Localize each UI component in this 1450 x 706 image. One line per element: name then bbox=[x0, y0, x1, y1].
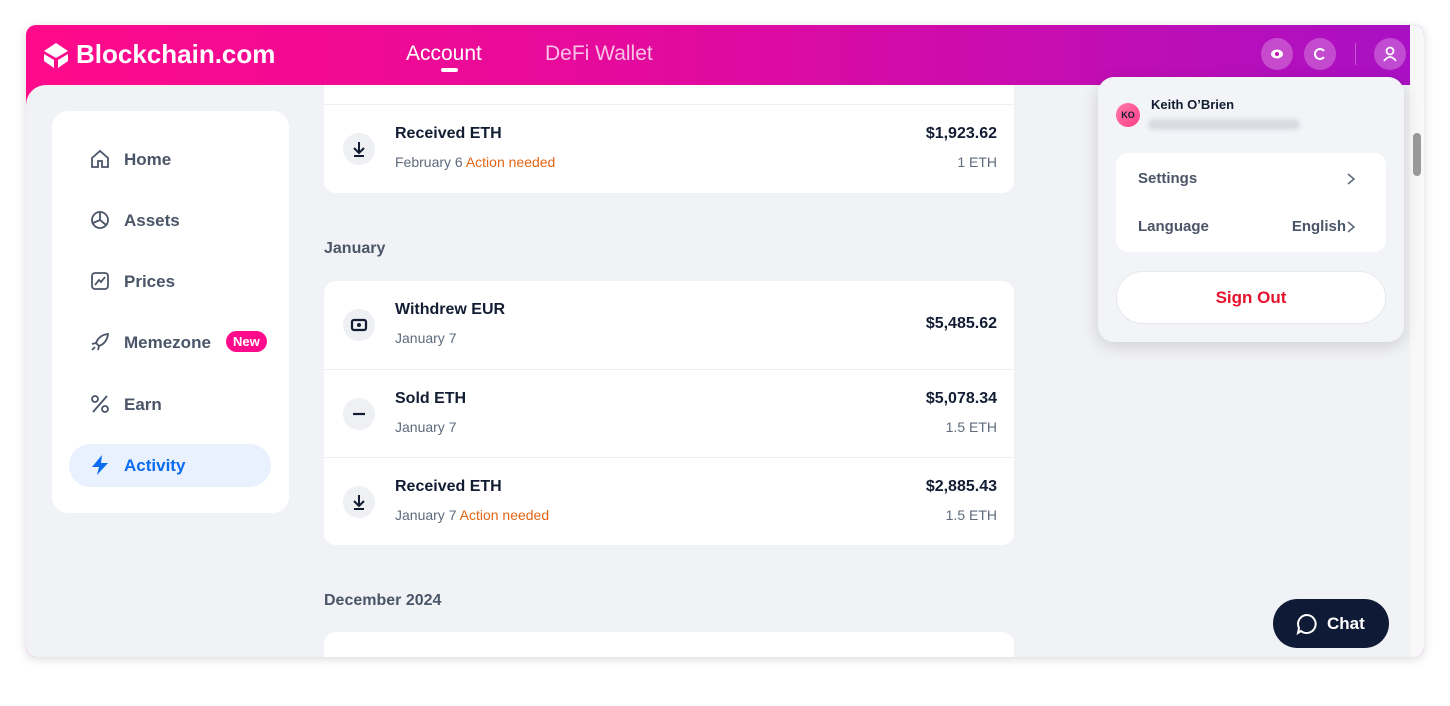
tab[interactable]: DeFi Wallet bbox=[545, 42, 653, 65]
nav-item[interactable]: Prices bbox=[69, 260, 271, 303]
menu-value: English bbox=[1291, 218, 1346, 235]
row-date: January 7 bbox=[395, 330, 457, 346]
earn-icon bbox=[91, 395, 109, 413]
nav-item[interactable]: Home bbox=[69, 138, 271, 181]
user-button[interactable] bbox=[1374, 38, 1406, 70]
badge: New bbox=[226, 331, 267, 352]
icon bbox=[353, 142, 365, 157]
nav-label: Home bbox=[124, 150, 172, 169]
nav-item[interactable]: Memezone New bbox=[69, 321, 271, 364]
divider bbox=[1355, 43, 1356, 65]
row-date: January 7 Action needed bbox=[395, 507, 549, 523]
browser-window: Blockchain.com Account DeFi Wallet Home … bbox=[26, 25, 1424, 657]
privacy-button[interactable] bbox=[1261, 38, 1293, 70]
row-title: Sold ETH bbox=[395, 390, 467, 407]
prices-icon bbox=[91, 272, 109, 290]
refresh-button[interactable] bbox=[1304, 38, 1336, 70]
scrollbar-thumb[interactable] bbox=[1413, 133, 1421, 176]
icon bbox=[353, 495, 365, 510]
receive-icon bbox=[343, 133, 375, 165]
activity-row[interactable]: Received ETH January 7 Action needed $2,… bbox=[324, 457, 1014, 545]
assets-icon bbox=[91, 211, 109, 229]
row-title: Received ETH bbox=[395, 478, 502, 495]
sign-out-button[interactable]: Sign Out bbox=[1116, 271, 1386, 324]
row-date: January 7 bbox=[395, 419, 457, 435]
activity-row[interactable]: Received ETH February 6 Action needed $1… bbox=[324, 104, 1014, 192]
scrollbar bbox=[1410, 25, 1424, 657]
tab-indicator bbox=[441, 68, 458, 72]
sidebar: Home Assets Prices Memezone New Earn Acti… bbox=[52, 111, 289, 513]
chevron bbox=[1347, 173, 1356, 185]
user-menu: KO Keith O’Brien Settings Language Engli… bbox=[1098, 77, 1404, 342]
eye-icon bbox=[1271, 49, 1283, 59]
receive-icon bbox=[343, 486, 375, 518]
chevron bbox=[1347, 221, 1356, 233]
user-icon bbox=[1383, 46, 1397, 62]
row-date: February 6 Action needed bbox=[395, 154, 555, 170]
nav-item-active[interactable]: Activity bbox=[69, 444, 271, 487]
chat-icon bbox=[1296, 613, 1317, 636]
content: Home Assets Prices Memezone New Earn Acti… bbox=[26, 85, 1410, 657]
nav-label: Prices bbox=[124, 272, 176, 291]
status: Action needed bbox=[459, 507, 550, 523]
chat-button[interactable]: Chat bbox=[1273, 599, 1389, 648]
refresh-icon bbox=[1314, 48, 1325, 60]
row-title: Withdrew EUR bbox=[395, 301, 506, 318]
logo-icon bbox=[44, 43, 68, 68]
status: Action needed bbox=[465, 154, 556, 170]
user-name: Keith O’Brien bbox=[1151, 97, 1235, 112]
menu-item[interactable]: Settings bbox=[1138, 170, 1198, 187]
email-redacted bbox=[1148, 119, 1300, 130]
withdraw-icon bbox=[343, 309, 375, 341]
avatar: KO bbox=[1116, 103, 1140, 127]
row-amount: $5,485.62 bbox=[925, 315, 997, 332]
row-crypto: 1.5 ETH bbox=[945, 419, 997, 435]
activity-card: Withdrew EUR January 7 $5,485.62 Sold ET… bbox=[324, 281, 1014, 545]
logo[interactable]: Blockchain.com bbox=[76, 39, 276, 69]
month-header: December 2024 bbox=[324, 592, 442, 609]
activity-icon bbox=[92, 455, 108, 475]
row-amount: $5,078.34 bbox=[925, 390, 997, 407]
date: January 7 bbox=[395, 507, 457, 523]
activity-card bbox=[324, 632, 1014, 657]
activity-card: Received ETH February 6 Action needed $1… bbox=[324, 85, 1014, 193]
row-amount: $1,923.62 bbox=[925, 125, 997, 142]
row-amount: $2,885.43 bbox=[925, 478, 997, 495]
icon bbox=[350, 318, 368, 332]
nav-label: Activity bbox=[124, 456, 186, 475]
icon bbox=[353, 412, 365, 416]
row-crypto: 1.5 ETH bbox=[945, 507, 997, 523]
sell-icon bbox=[343, 398, 375, 430]
nav-label: Memezone bbox=[124, 333, 211, 352]
nav-item[interactable]: Earn bbox=[69, 383, 271, 426]
rocket-icon bbox=[91, 332, 110, 351]
activity-row[interactable]: Withdrew EUR January 7 $5,485.62 bbox=[324, 281, 1014, 369]
chat-label: Chat bbox=[1327, 614, 1365, 633]
menu-item[interactable]: Language bbox=[1138, 218, 1209, 235]
nav-label: Assets bbox=[124, 211, 180, 230]
month-header: January bbox=[324, 240, 386, 257]
activity-row[interactable]: Sold ETH January 7 $5,078.34 1.5 ETH bbox=[324, 369, 1014, 457]
row-crypto: 1 ETH bbox=[957, 154, 997, 170]
menu-panel: Settings Language English bbox=[1116, 153, 1386, 252]
nav-item[interactable]: Assets bbox=[69, 199, 271, 242]
date: February 6 bbox=[395, 154, 463, 170]
nav-label: Earn bbox=[124, 395, 162, 414]
home-icon bbox=[91, 149, 109, 168]
row-title: Received ETH bbox=[395, 125, 502, 142]
tab[interactable]: Account bbox=[406, 42, 482, 65]
